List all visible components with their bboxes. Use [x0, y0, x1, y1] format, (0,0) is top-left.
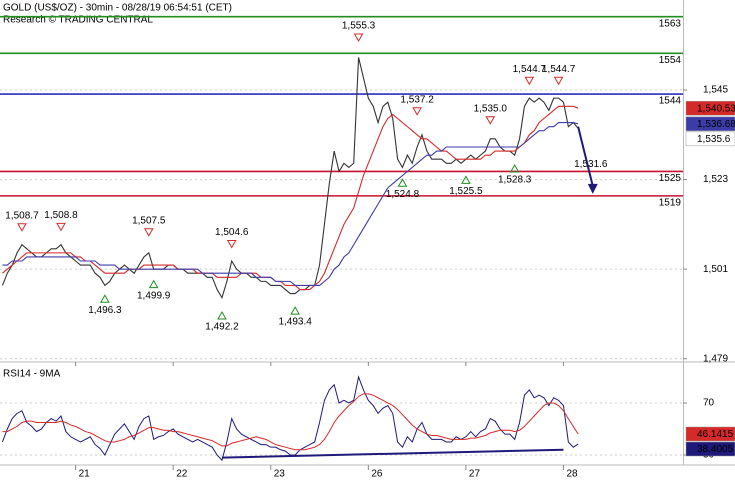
- level-label: 1519: [659, 198, 682, 209]
- low-marker: [397, 178, 408, 187]
- forecast-arrowhead: [587, 183, 598, 194]
- high-label: 1,508.7: [5, 210, 39, 221]
- target-label: 1,531.6: [574, 159, 608, 170]
- level-label: 1563: [659, 18, 682, 29]
- series-line: [2, 122, 579, 287]
- low-label: 1,499.9: [137, 290, 171, 301]
- level-label: 1554: [659, 55, 682, 66]
- low-marker: [217, 310, 227, 320]
- y-tick-label: 70: [703, 398, 715, 409]
- high-marker: [143, 228, 154, 237]
- y-tick-label: 1,501: [703, 264, 728, 275]
- low-marker: [148, 279, 159, 289]
- x-tick-label: 23: [274, 469, 286, 480]
- low-marker: [290, 306, 301, 315]
- price-tag-label: 1,536.68: [697, 119, 735, 130]
- high-marker: [524, 76, 535, 86]
- high-label: 1,544.7: [513, 64, 547, 75]
- high-label: 1,537.2: [400, 94, 434, 105]
- series-line: [1, 375, 579, 462]
- x-tick-label: 26: [371, 469, 383, 480]
- low-label: 1,492.2: [205, 322, 239, 333]
- price-tag: [685, 131, 735, 147]
- high-marker: [353, 33, 364, 43]
- low-label: 1,493.4: [278, 317, 312, 328]
- price-tag-label: 46.1415: [697, 429, 734, 440]
- price-tag-label: 1,540.53: [697, 103, 735, 114]
- high-marker: [17, 223, 27, 232]
- rsi-title: RSI14 - 9MA: [3, 369, 61, 380]
- x-tick-label: 22: [176, 469, 188, 480]
- chart-title: GOLD (US$/OZ) - 30min - 08/28/19 06:54:5…: [3, 3, 232, 14]
- low-marker: [100, 294, 110, 303]
- high-label: 1,504.6: [215, 227, 249, 238]
- low-label: 1,525.5: [449, 186, 483, 197]
- low-marker: [461, 175, 471, 184]
- high-marker: [226, 239, 237, 249]
- price-tag: [685, 100, 735, 116]
- high-label: 1,535.0: [474, 103, 508, 114]
- high-label: 1,508.8: [44, 210, 78, 221]
- forecast-line: [577, 126, 594, 187]
- y-tick-label: 1,479: [703, 353, 728, 364]
- series-line: [1, 57, 579, 300]
- high-marker: [553, 76, 564, 86]
- low-label: 1,528.3: [498, 175, 532, 186]
- high-label: 1,507.5: [132, 215, 166, 226]
- y-tick-label: 1,523: [703, 174, 728, 185]
- price-tag: [685, 426, 735, 442]
- high-marker: [412, 107, 422, 116]
- rsi-trendline: [221, 448, 564, 459]
- high-label: 1,555.3: [342, 21, 376, 32]
- series-line: [2, 105, 579, 291]
- price-tag: [685, 116, 735, 132]
- price-tag: [685, 441, 735, 457]
- low-label: 1,496.3: [88, 305, 122, 316]
- price-tag-label: 1,535.6: [697, 134, 731, 145]
- x-tick-label: 27: [469, 469, 481, 480]
- x-tick-label: 28: [566, 469, 578, 480]
- level-label: 1544: [659, 96, 682, 107]
- level-label: 1525: [659, 173, 682, 184]
- x-tick-label: 21: [79, 469, 91, 480]
- y-tick-label: 1,545: [703, 85, 728, 96]
- price-tag-label: 38.4005: [697, 444, 734, 455]
- high-marker: [56, 222, 66, 232]
- low-marker: [509, 163, 520, 173]
- series-line: [2, 393, 579, 451]
- high-label: 1,544.7: [542, 64, 576, 75]
- low-label: 1,524.8: [386, 189, 420, 200]
- high-marker: [485, 116, 496, 125]
- chart-subtitle: Research © TRADING CENTRAL: [3, 15, 153, 26]
